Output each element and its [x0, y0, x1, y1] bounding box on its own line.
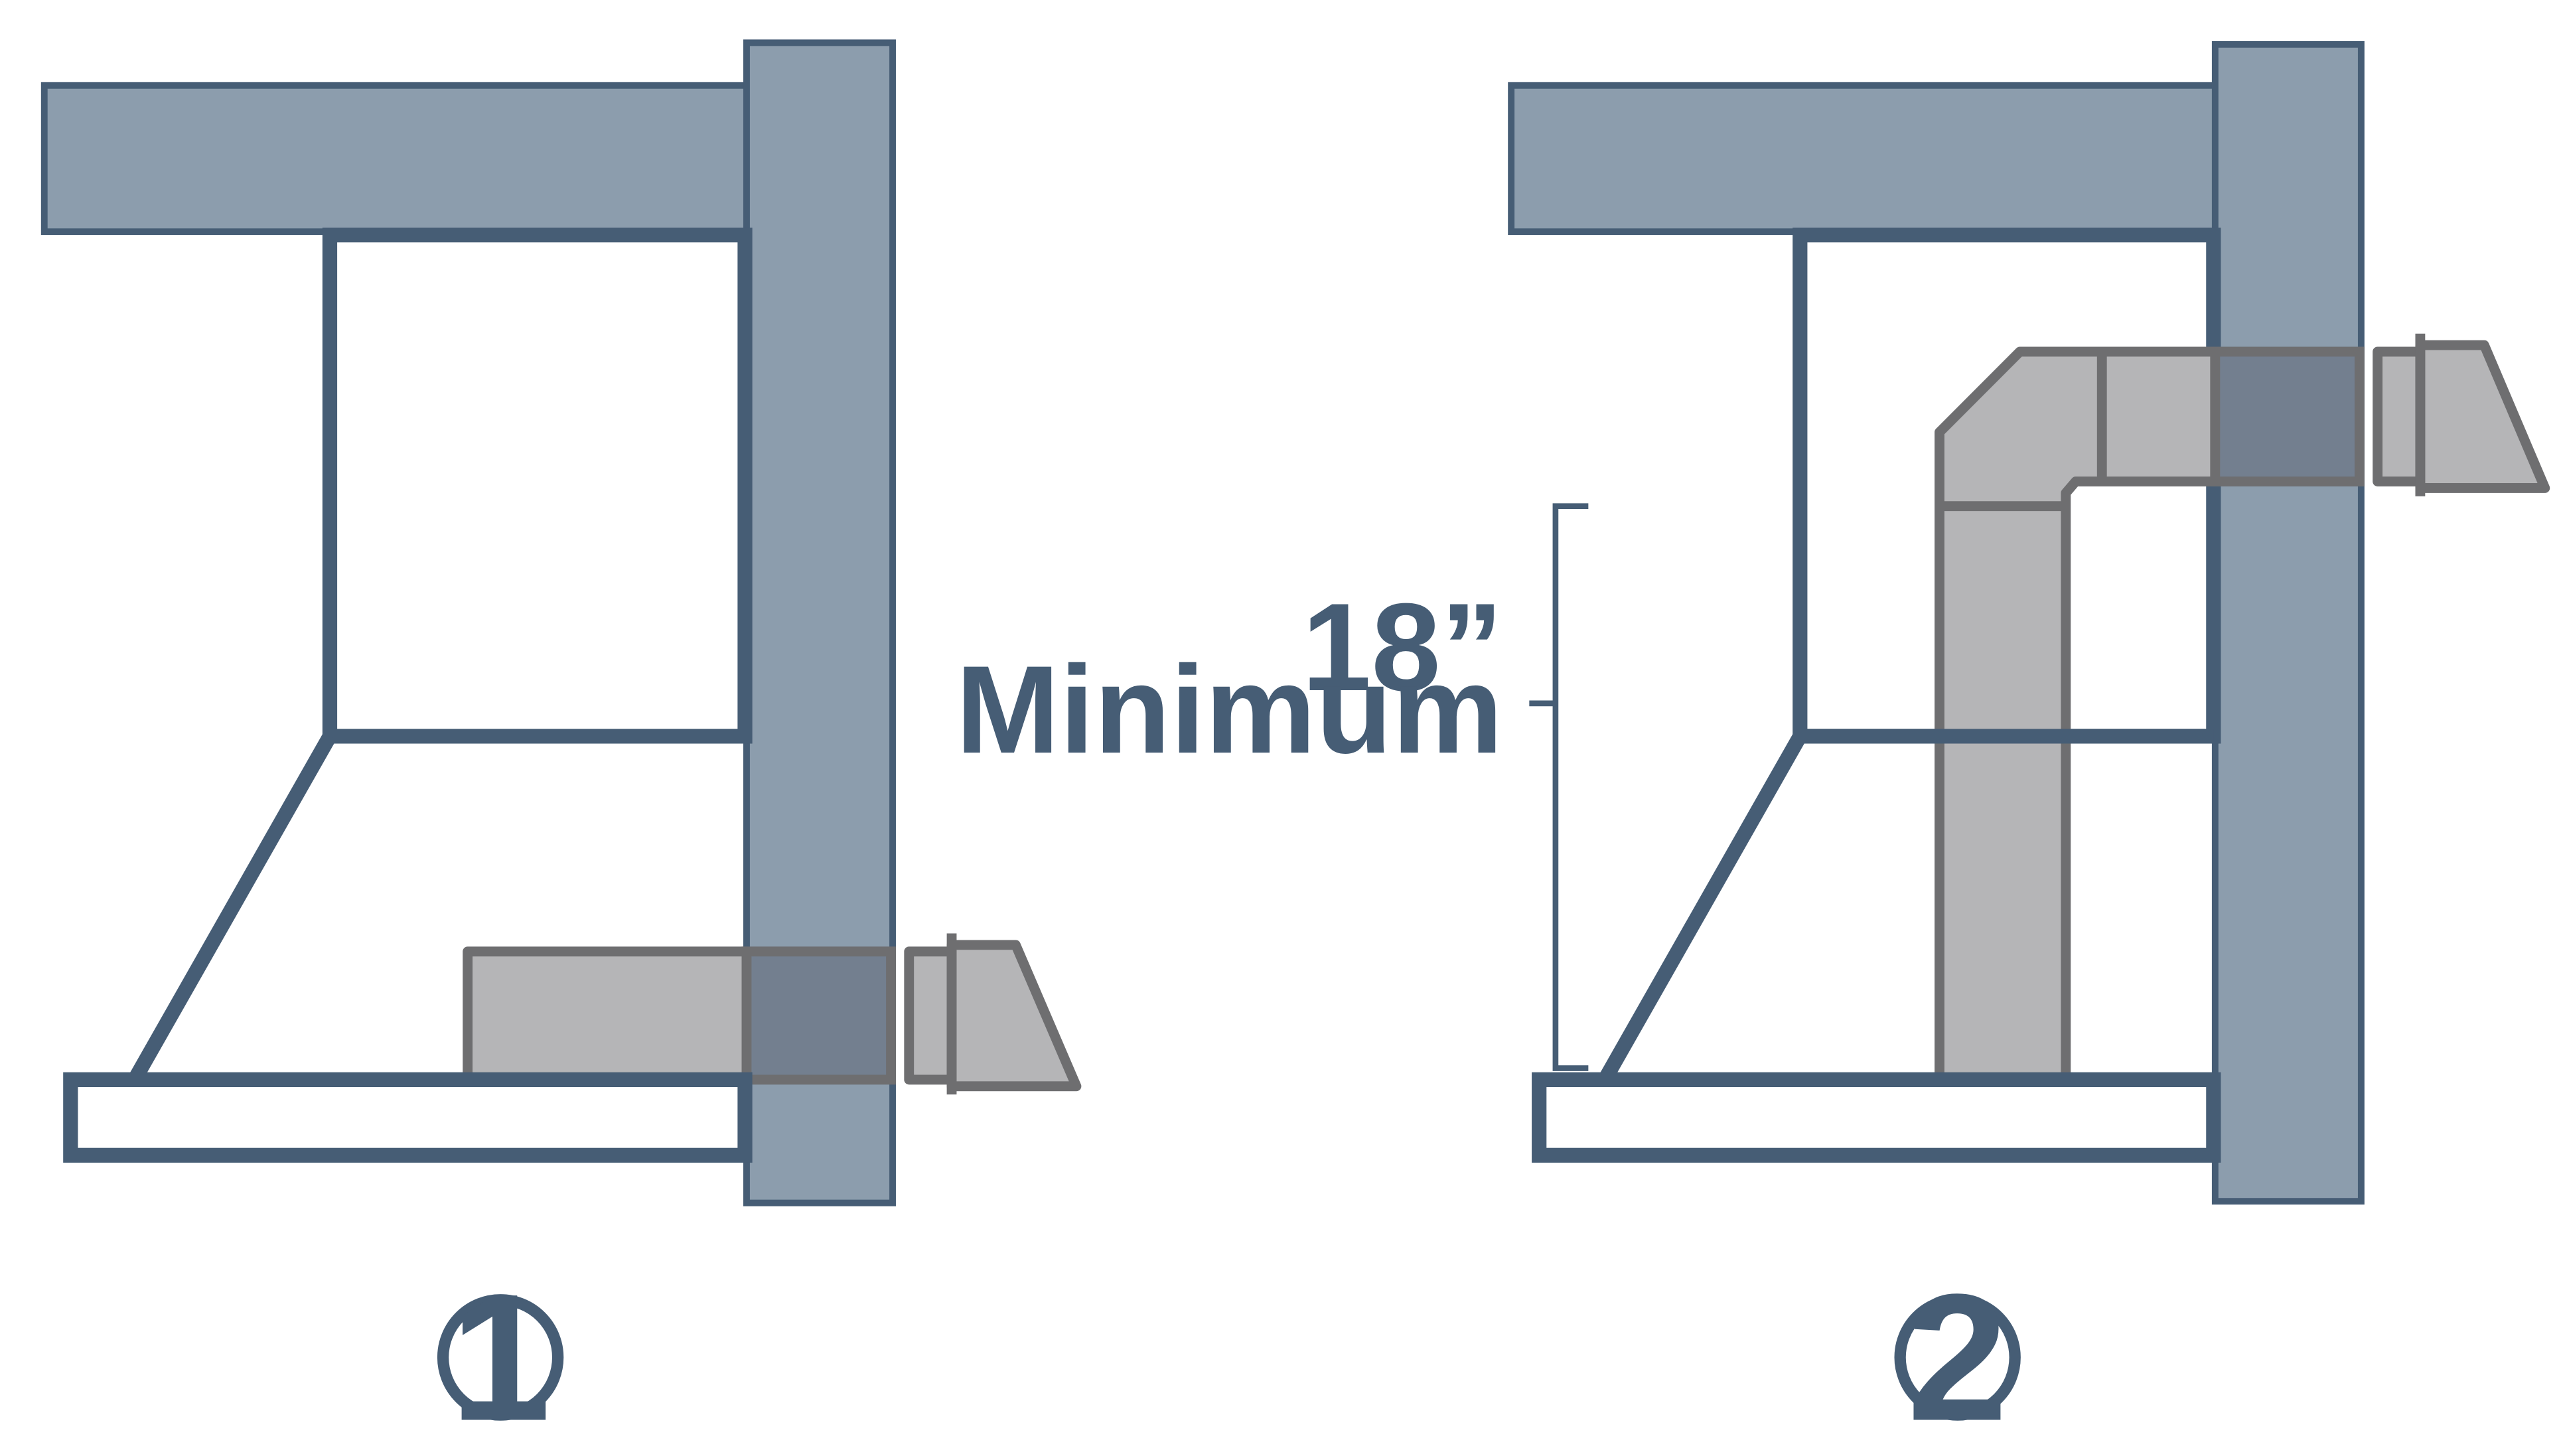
chimney-cover-1	[322, 227, 753, 744]
figure-1: 1	[40, 39, 1082, 1456]
wall-cap-collar-1	[904, 946, 957, 1085]
figure-number-1: 1	[450, 1256, 550, 1456]
hood-canopy-1	[128, 732, 336, 1084]
dimension-value: 18”	[1302, 577, 1503, 717]
wall-cap-hood-1	[946, 940, 1082, 1092]
hood-body-1	[63, 1072, 753, 1163]
wall-cap-collar-2	[2373, 346, 2426, 486]
wall-2	[2211, 40, 2365, 1205]
dimension-bracket-2	[1552, 503, 1589, 1071]
dimension-label: Minimum	[956, 640, 1503, 779]
figure-number-2: 2	[1907, 1256, 2008, 1456]
duct-through-wall-1	[741, 946, 896, 1085]
figure-2: 18” Minimum 2	[956, 40, 2550, 1456]
hood-canopy-2	[1598, 732, 1806, 1084]
elbow-duct-2	[1935, 346, 2221, 1085]
figure-number-badge-1	[437, 1294, 564, 1421]
wall-cap-hood-2	[2415, 340, 2550, 493]
figure-number-badge-2	[1894, 1294, 2021, 1421]
horizontal-duct-1	[463, 946, 752, 1085]
duct-through-wall-2	[2210, 346, 2365, 486]
ceiling-soffit-1	[40, 82, 753, 236]
hood-body-2	[1532, 1072, 2221, 1163]
ceiling-soffit-2	[1508, 82, 2222, 236]
